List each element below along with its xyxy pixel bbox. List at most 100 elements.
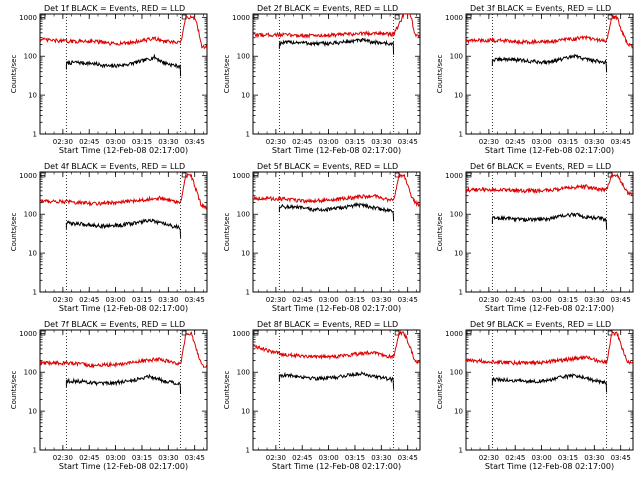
corner-marker xyxy=(466,330,472,336)
y-tick-label: 10 xyxy=(241,92,250,100)
x-axis-label: Start Time (12-Feb-08 02:17:00) xyxy=(59,146,188,155)
chart-title: Det 2f BLACK = Events, RED = LLD xyxy=(257,4,398,13)
corner-marker xyxy=(394,330,400,336)
x-tick-label: 03:00 xyxy=(105,296,125,304)
y-tick-label: 10 xyxy=(28,408,37,416)
x-tick-label: 03:00 xyxy=(105,138,125,146)
x-tick-label: 03:30 xyxy=(371,296,391,304)
x-tick-label: 02:45 xyxy=(79,454,99,462)
x-tick-label: 03:30 xyxy=(371,138,391,146)
x-tick-label: 03:15 xyxy=(345,296,365,304)
y-tick-label: 10 xyxy=(241,250,250,258)
x-tick-label: 03:30 xyxy=(158,296,178,304)
lld-series-line xyxy=(253,14,420,40)
y-axis-label: Counts/sec xyxy=(223,371,231,410)
y-tick-label: 1000 xyxy=(445,330,463,338)
plot-frame xyxy=(39,13,208,135)
corner-marker xyxy=(466,172,472,178)
x-axis-label: Start Time (12-Feb-08 02:17:00) xyxy=(272,304,401,313)
events-series-line xyxy=(491,212,608,230)
y-tick-label: 1 xyxy=(33,289,37,297)
y-tick-label: 1 xyxy=(246,289,250,297)
x-axis-label: Start Time (12-Feb-08 02:17:00) xyxy=(485,146,614,155)
events-series-line xyxy=(278,371,395,390)
plot-frame xyxy=(465,329,634,451)
y-axis-label: Counts/sec xyxy=(223,55,231,94)
y-tick-label: 100 xyxy=(237,211,250,219)
lld-series-line xyxy=(253,173,420,208)
y-tick-label: 10 xyxy=(28,92,37,100)
y-tick-label: 100 xyxy=(24,211,37,219)
chart-panel: Det 1f BLACK = Events, RED = LLD 1 10 100 10… xyxy=(10,4,208,155)
y-tick-label: 10 xyxy=(28,250,37,258)
x-tick-label: 03:00 xyxy=(531,454,551,462)
corner-marker xyxy=(253,330,259,336)
x-axis-label: Start Time (12-Feb-08 02:17:00) xyxy=(485,462,614,471)
y-tick-label: 1 xyxy=(459,289,463,297)
corner-marker xyxy=(466,14,472,20)
events-series-line xyxy=(491,373,608,393)
x-tick-label: 02:45 xyxy=(79,296,99,304)
x-tick-label: 03:15 xyxy=(132,138,152,146)
x-tick-label: 02:30 xyxy=(53,296,73,304)
y-tick-label: 100 xyxy=(237,53,250,61)
plot-frame xyxy=(465,13,634,135)
chart-panel: Det 3f BLACK = Events, RED = LLD 1 10 100 10… xyxy=(436,4,634,155)
x-tick-label: 03:45 xyxy=(398,138,418,146)
x-tick-label: 03:15 xyxy=(345,454,365,462)
x-tick-label: 02:30 xyxy=(53,454,73,462)
lld-series-line xyxy=(466,14,633,49)
x-tick-label: 03:00 xyxy=(105,454,125,462)
corner-marker xyxy=(40,172,46,178)
x-tick-label: 03:00 xyxy=(531,138,551,146)
chart-title: Det 4f BLACK = Events, RED = LLD xyxy=(44,162,185,171)
x-tick-label: 03:45 xyxy=(611,296,631,304)
x-tick-label: 02:30 xyxy=(479,138,499,146)
lld-series-line xyxy=(40,331,207,369)
y-tick-label: 1000 xyxy=(19,172,37,180)
plot-frame xyxy=(252,329,421,451)
x-tick-label: 03:15 xyxy=(558,454,578,462)
y-tick-label: 100 xyxy=(450,53,463,61)
y-tick-label: 1000 xyxy=(445,14,463,22)
x-tick-label: 03:00 xyxy=(531,296,551,304)
y-tick-label: 100 xyxy=(450,369,463,377)
x-tick-label: 02:30 xyxy=(479,296,499,304)
x-tick-label: 02:30 xyxy=(479,454,499,462)
chart-panel: Det 9f BLACK = Events, RED = LLD 1 10 100 10… xyxy=(436,320,634,471)
x-tick-label: 03:30 xyxy=(584,454,604,462)
plot-frame xyxy=(465,171,634,293)
x-axis-label: Start Time (12-Feb-08 02:17:00) xyxy=(59,462,188,471)
x-tick-label: 02:45 xyxy=(505,138,525,146)
y-tick-label: 10 xyxy=(454,250,463,258)
x-tick-label: 03:45 xyxy=(398,296,418,304)
y-tick-label: 1 xyxy=(246,447,250,455)
x-tick-label: 02:30 xyxy=(266,454,286,462)
x-axis-label: Start Time (12-Feb-08 02:17:00) xyxy=(59,304,188,313)
y-tick-label: 1000 xyxy=(232,14,250,22)
y-axis-label: Counts/sec xyxy=(436,55,444,94)
series-group xyxy=(466,14,633,73)
x-tick-label: 03:45 xyxy=(398,454,418,462)
x-tick-label: 03:45 xyxy=(611,454,631,462)
series-group xyxy=(253,330,420,390)
x-tick-label: 02:45 xyxy=(79,138,99,146)
chart-title: Det 3f BLACK = Events, RED = LLD xyxy=(470,4,611,13)
lld-series-line xyxy=(253,330,420,365)
y-tick-label: 100 xyxy=(24,53,37,61)
corner-marker xyxy=(40,14,46,20)
y-tick-label: 1 xyxy=(459,447,463,455)
events-series-line xyxy=(65,218,182,238)
y-tick-label: 10 xyxy=(454,92,463,100)
corner-marker xyxy=(40,330,46,336)
x-tick-label: 03:00 xyxy=(318,296,338,304)
x-tick-label: 03:45 xyxy=(185,454,205,462)
x-tick-label: 03:30 xyxy=(584,296,604,304)
x-tick-label: 03:15 xyxy=(345,138,365,146)
x-tick-label: 03:00 xyxy=(318,454,338,462)
y-tick-label: 1000 xyxy=(445,172,463,180)
chart-panel: Det 6f BLACK = Events, RED = LLD 1 10 100 10… xyxy=(436,162,634,313)
x-tick-label: 03:15 xyxy=(132,454,152,462)
x-tick-label: 03:15 xyxy=(558,296,578,304)
chart-title: Det 8f BLACK = Events, RED = LLD xyxy=(257,320,398,329)
